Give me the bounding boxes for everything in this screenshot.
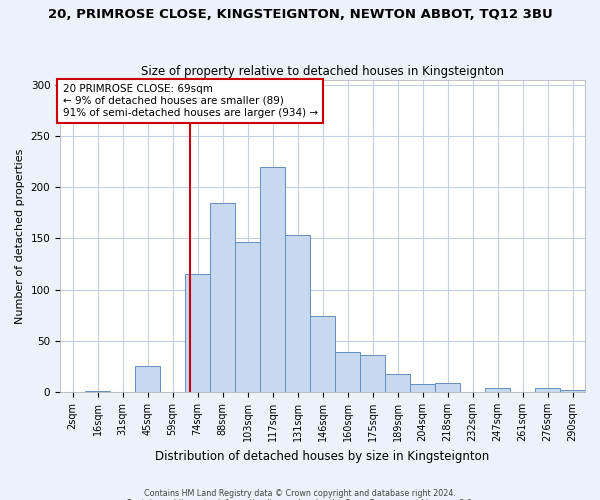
Title: Size of property relative to detached houses in Kingsteignton: Size of property relative to detached ho…	[141, 66, 504, 78]
Bar	[385, 374, 410, 392]
Bar	[560, 390, 585, 392]
Bar	[185, 274, 210, 392]
Y-axis label: Number of detached properties: Number of detached properties	[15, 148, 25, 324]
Text: Contains HM Land Registry data © Crown copyright and database right 2024.: Contains HM Land Registry data © Crown c…	[144, 488, 456, 498]
Bar	[260, 166, 285, 392]
Bar	[535, 388, 560, 392]
Text: 20, PRIMROSE CLOSE, KINGSTEIGNTON, NEWTON ABBOT, TQ12 3BU: 20, PRIMROSE CLOSE, KINGSTEIGNTON, NEWTO…	[47, 8, 553, 20]
Bar	[285, 236, 310, 392]
Bar	[310, 316, 335, 392]
Bar	[435, 383, 460, 392]
Bar	[235, 242, 260, 392]
Bar	[335, 352, 360, 392]
Bar	[210, 202, 235, 392]
Bar	[85, 391, 110, 392]
Bar	[410, 384, 435, 392]
Text: 20 PRIMROSE CLOSE: 69sqm
← 9% of detached houses are smaller (89)
91% of semi-de: 20 PRIMROSE CLOSE: 69sqm ← 9% of detache…	[62, 84, 318, 117]
X-axis label: Distribution of detached houses by size in Kingsteignton: Distribution of detached houses by size …	[155, 450, 490, 462]
Bar	[360, 355, 385, 392]
Text: Contains public sector information licensed under the Open Government Licence v3: Contains public sector information licen…	[126, 498, 474, 500]
Bar	[135, 366, 160, 392]
Bar	[485, 388, 510, 392]
